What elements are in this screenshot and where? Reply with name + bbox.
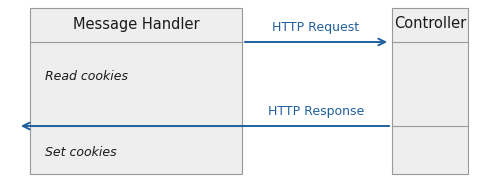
Text: Controller: Controller bbox=[394, 17, 466, 31]
Text: HTTP Request: HTTP Request bbox=[272, 21, 360, 35]
Text: Set cookies: Set cookies bbox=[45, 145, 117, 159]
Text: Message Handler: Message Handler bbox=[73, 17, 200, 31]
Bar bbox=[30, 8, 242, 174]
Text: HTTP Response: HTTP Response bbox=[268, 106, 364, 118]
Text: Read cookies: Read cookies bbox=[45, 70, 128, 82]
Bar bbox=[392, 8, 468, 174]
